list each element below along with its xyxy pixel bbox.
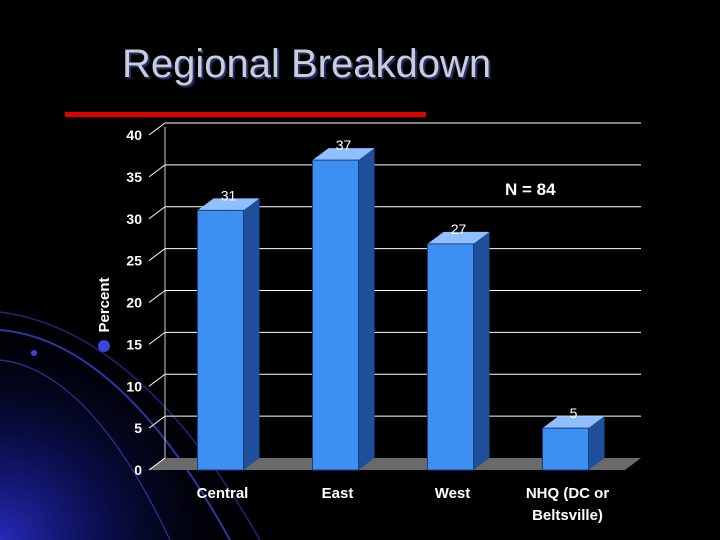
y-tick-mark	[148, 457, 166, 471]
y-tick-label: 5	[134, 420, 142, 436]
category-label: West	[435, 485, 471, 502]
bar-top	[312, 148, 375, 161]
category-label: Central	[197, 485, 249, 502]
y-tick-label: 30	[126, 211, 142, 227]
bar-top	[197, 198, 260, 211]
category-label: East	[322, 485, 354, 502]
y-tick-mark	[148, 122, 166, 136]
title-underline	[65, 112, 426, 117]
data-label: 37	[336, 137, 352, 153]
y-tick-label: 0	[134, 462, 142, 478]
y-tick-mark	[148, 206, 166, 220]
y-tick-mark	[148, 164, 166, 178]
y-tick-label: 15	[126, 336, 142, 352]
bar	[312, 159, 359, 471]
slide-title: Regional Breakdown	[122, 42, 492, 86]
category-label: Beltsville)	[532, 507, 603, 524]
bar	[197, 209, 244, 471]
chart-floor	[149, 458, 641, 470]
bar-top	[427, 231, 490, 244]
data-label: 31	[221, 187, 237, 203]
y-tick-label: 20	[126, 295, 142, 311]
y-tick-mark	[148, 290, 166, 303]
bar	[542, 427, 589, 471]
bar	[427, 243, 474, 471]
y-tick-mark	[148, 373, 166, 387]
y-tick-mark	[148, 415, 166, 429]
y-axis-label: Percent	[96, 277, 113, 332]
bar-side	[588, 416, 605, 470]
y-tick-label: 25	[126, 253, 142, 269]
bar-top	[542, 416, 605, 429]
y-tick-mark	[148, 248, 166, 262]
y-tick-mark	[148, 331, 166, 345]
bar-side	[243, 198, 260, 470]
y-tick-label: 10	[126, 378, 142, 394]
data-label: 5	[570, 405, 578, 421]
y-tick-label: 40	[126, 127, 142, 143]
category-label: NHQ (DC or	[526, 485, 609, 502]
sample-size-note: N = 84	[505, 180, 556, 199]
bar-side	[473, 231, 490, 470]
y-tick-label: 35	[126, 169, 142, 185]
bar-side	[358, 148, 375, 470]
data-label: 27	[451, 221, 467, 237]
